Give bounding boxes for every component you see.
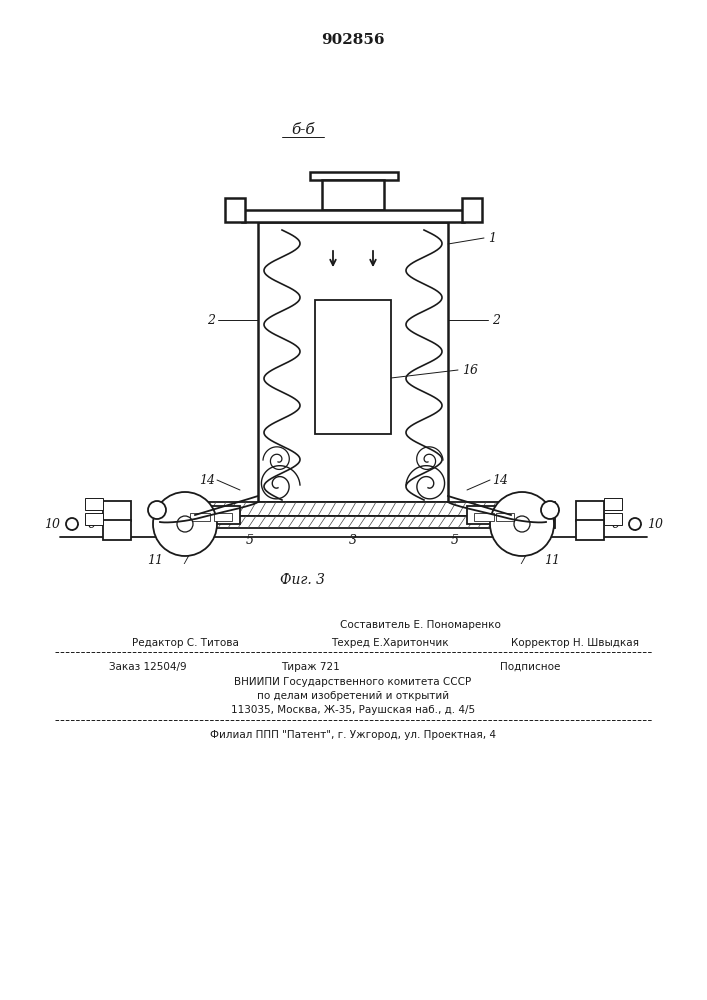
Bar xyxy=(155,516,555,528)
Text: 2: 2 xyxy=(207,314,215,326)
Bar xyxy=(604,513,622,525)
Bar xyxy=(190,513,210,521)
Bar xyxy=(258,222,448,502)
Bar xyxy=(225,198,245,222)
Text: 7: 7 xyxy=(181,554,189,566)
Text: 1: 1 xyxy=(488,232,496,244)
Text: 113035, Москва, Ж-35, Раушская наб., д. 4/5: 113035, Москва, Ж-35, Раушская наб., д. … xyxy=(231,705,475,715)
Bar xyxy=(322,180,384,210)
Text: 902856: 902856 xyxy=(321,33,385,47)
Text: 5: 5 xyxy=(451,534,459,546)
Bar xyxy=(214,513,232,521)
Text: Техред Е.Харитончик: Техред Е.Харитончик xyxy=(331,638,449,648)
Text: 10: 10 xyxy=(44,518,60,530)
Text: Составитель Е. Пономаренко: Составитель Е. Пономаренко xyxy=(339,620,501,630)
Text: Фиг. 3: Фиг. 3 xyxy=(281,573,325,587)
Circle shape xyxy=(66,518,78,530)
Bar xyxy=(155,502,555,516)
Text: Подписное: Подписное xyxy=(500,662,560,672)
Text: 3: 3 xyxy=(349,534,357,546)
Text: 6: 6 xyxy=(88,518,96,532)
Text: Тираж 721: Тираж 721 xyxy=(281,662,339,672)
Bar xyxy=(576,501,604,521)
Text: 6: 6 xyxy=(612,518,620,532)
Bar xyxy=(310,172,398,180)
Text: 11: 11 xyxy=(544,554,560,566)
Bar xyxy=(315,300,391,434)
Text: 14: 14 xyxy=(492,474,508,487)
Bar xyxy=(576,520,604,540)
Bar xyxy=(462,198,482,222)
Bar xyxy=(103,520,131,540)
Text: 16: 16 xyxy=(462,363,478,376)
Text: 2: 2 xyxy=(492,314,500,326)
Text: ВНИИПИ Государственного комитета СССР: ВНИИПИ Государственного комитета СССР xyxy=(235,677,472,687)
Text: 11: 11 xyxy=(147,554,163,566)
Bar xyxy=(467,506,522,524)
Bar xyxy=(604,498,622,510)
Text: 5: 5 xyxy=(246,534,254,546)
Bar xyxy=(185,506,240,524)
Bar xyxy=(496,513,514,521)
Text: Заказ 12504/9: Заказ 12504/9 xyxy=(109,662,187,672)
Bar xyxy=(85,498,103,510)
Bar xyxy=(103,501,131,521)
Text: 14: 14 xyxy=(199,474,215,487)
Circle shape xyxy=(153,492,217,556)
Bar xyxy=(474,513,494,521)
Text: Корректор Н. Швыдкая: Корректор Н. Швыдкая xyxy=(511,638,639,648)
Text: Редактор С. Титова: Редактор С. Титова xyxy=(132,638,238,648)
Circle shape xyxy=(148,501,166,519)
Circle shape xyxy=(629,518,641,530)
Text: 10: 10 xyxy=(647,518,663,530)
Bar xyxy=(85,513,103,525)
Circle shape xyxy=(514,516,530,532)
Circle shape xyxy=(541,501,559,519)
Text: б-б: б-б xyxy=(291,123,315,137)
Bar xyxy=(242,210,464,222)
Text: по делам изобретений и открытий: по делам изобретений и открытий xyxy=(257,691,449,701)
Text: 7: 7 xyxy=(518,554,526,566)
Circle shape xyxy=(490,492,554,556)
Text: Филиал ППП "Патент", г. Ужгород, ул. Проектная, 4: Филиал ППП "Патент", г. Ужгород, ул. Про… xyxy=(210,730,496,740)
Circle shape xyxy=(177,516,193,532)
